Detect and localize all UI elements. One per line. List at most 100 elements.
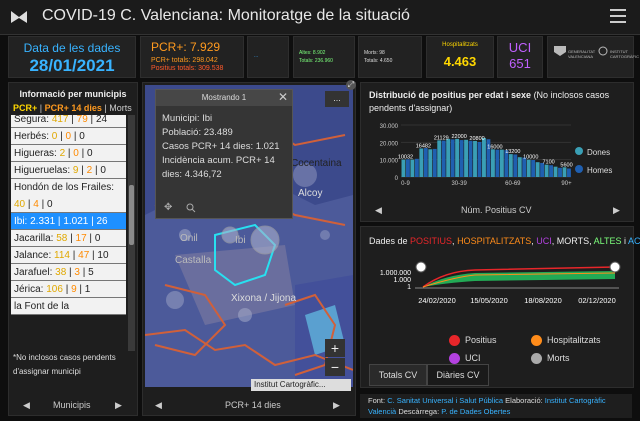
bar-homes[interactable] [468,140,473,177]
pcr-card[interactable]: PCR+: 7.929 PCR+ totals: 298.042 Positiu… [140,36,244,78]
bar-homes[interactable] [540,162,545,177]
bar-dones[interactable] [490,149,495,177]
bar-dones[interactable] [535,162,540,177]
dist-next-arrow-icon[interactable]: ▶ [613,205,620,215]
footer-source-link[interactable]: C. Sanitat Universal i Salut Pública [387,396,504,405]
municipi-row[interactable]: Ibi: 2.331 | 1.021 | 26 [11,213,126,230]
bar-homes[interactable] [522,157,527,177]
bar-dones[interactable] [526,159,531,177]
municipi-morts: 0 [94,233,101,244]
legend-dones: Dones [575,147,610,157]
x-tick-label: 90+ [561,181,572,187]
map-menu-button[interactable]: ... [325,91,349,107]
bar-dones[interactable] [446,138,451,177]
municipis-list[interactable]: Segura: 417 | 79 | 24 Herbés: 0 | 0 | 0 Hi… [11,115,126,351]
bar-homes[interactable] [567,168,571,177]
bar-dones[interactable] [562,167,567,177]
map-prev-arrow-icon[interactable]: ◀ [155,400,162,410]
map-attribution[interactable]: Institut Cartogràfic... [251,379,351,391]
bar-dones[interactable] [428,149,433,177]
hospitalitzats-label: Hospitalitzats [442,42,478,48]
bar-dones[interactable] [499,149,504,177]
municipi-row[interactable]: Segura: 417 | 79 | 24 [11,115,126,128]
municipi-row[interactable]: Jérica: 106 | 9 | 1 [11,281,126,298]
bar-dones[interactable] [401,159,406,177]
bar-homes[interactable] [495,149,500,177]
popup-zoom-icon[interactable] [186,203,196,213]
hospitalitzats-card[interactable]: Hospitalitzats 4.463 [426,36,494,78]
bar-dones[interactable] [508,154,513,177]
bar-homes[interactable] [531,160,536,177]
small-card[interactable]: ... [247,36,289,78]
bar-homes[interactable] [477,141,482,177]
map-next-arrow-icon[interactable]: ▶ [333,400,340,410]
slider-handle-left[interactable] [415,261,427,273]
list-scrollbar[interactable] [128,115,135,351]
tab-pcr-14[interactable]: PCR+ 14 dies [44,103,102,113]
slider-handle-right[interactable] [609,261,621,273]
municipi-morts: 5 [88,267,94,278]
legend-item[interactable]: Hospitalitzats [531,335,601,347]
tab-morts[interactable]: Morts [109,103,132,113]
tab-pcr[interactable]: PCR+ [13,103,38,113]
bar-dones[interactable] [473,140,477,177]
bar-homes[interactable] [432,148,437,177]
bar-homes[interactable] [441,140,446,177]
tab-totals-cv[interactable]: Totals CV [369,364,427,386]
legend-item[interactable]: Positius [449,335,497,347]
municipi-name: Segura: [14,115,52,125]
bar-homes[interactable] [558,167,562,177]
scrollbar-thumb[interactable] [129,185,134,245]
bar-homes[interactable] [414,158,419,177]
bar-homes[interactable] [405,159,410,177]
municipi-row[interactable]: Higueras: 2 | 0 | 0 [11,145,126,162]
municipi-row[interactable]: Higueruelas: 9 | 2 | 0 [11,162,126,179]
morts-card[interactable]: Morts: 98 Totals: 4.650 [358,36,422,78]
zoom-in-button[interactable]: + [325,339,345,357]
map-label-xixona: Xixona / Jijona [231,293,297,304]
bar-homes[interactable] [459,140,464,177]
bar-dones[interactable] [419,148,424,177]
bar-dones[interactable] [482,137,486,177]
bar-dones[interactable] [553,166,558,177]
legend-item[interactable]: UCI [449,353,481,365]
bar-dones[interactable] [464,139,469,177]
uci-card[interactable]: UCI 651 [497,36,543,78]
popup-header-text: Mostrando 1 [201,93,247,102]
popup-move-icon[interactable]: ✥ [164,202,173,213]
map-expand-icon[interactable]: ⤢ [346,80,356,90]
municipi-row[interactable]: Jalance: 114 | 47 | 10 [11,247,126,264]
municipi-row[interactable]: Jarafuel: 38 | 3 | 5 [11,264,126,281]
altes-card[interactable]: Altes: 8.902 Totals: 236.960 [293,36,355,78]
municipi-row[interactable]: Jacarilla: 58 | 17 | 0 [11,230,126,247]
popup-close-icon[interactable]: ✕ [278,90,289,104]
bar-homes[interactable] [549,165,554,177]
bar-homes[interactable] [450,139,455,177]
prev-arrow-icon[interactable]: ◀ [23,400,30,410]
bar-dones[interactable] [544,164,549,177]
bar-data-label: 16482 [416,143,431,149]
bar-homes[interactable] [513,154,518,177]
municipi-name: la Font de la [14,301,70,312]
hamburger-menu-icon[interactable] [610,9,626,23]
bar-homes[interactable] [486,139,491,177]
bar-homes[interactable] [504,150,509,177]
municipi-row[interactable]: Herbés: 0 | 0 | 0 [11,128,126,145]
zoom-out-button[interactable]: − [325,358,345,376]
dist-prev-arrow-icon[interactable]: ◀ [375,205,382,215]
date-label: Data de les dades [23,41,121,55]
next-arrow-icon[interactable]: ▶ [115,400,122,410]
bar-dones[interactable] [455,138,460,177]
bar-homes[interactable] [423,148,428,177]
bar-dones[interactable] [437,140,442,177]
bar-dones[interactable] [517,157,522,177]
footer-elab-link[interactable]: Institut Cartogràfic Valencià [368,396,606,416]
tab-diaries-cv[interactable]: Diàries CV [427,364,489,386]
bar-dones[interactable] [410,159,415,177]
municipi-row[interactable]: Hondón de los Frailes: 40 | 4 | 0 [11,179,126,213]
municipi-row[interactable]: la Font de la [11,298,126,315]
footer-desc-link[interactable]: P. de Dades Obertes [441,407,511,416]
legend-item[interactable]: Morts [531,353,570,365]
